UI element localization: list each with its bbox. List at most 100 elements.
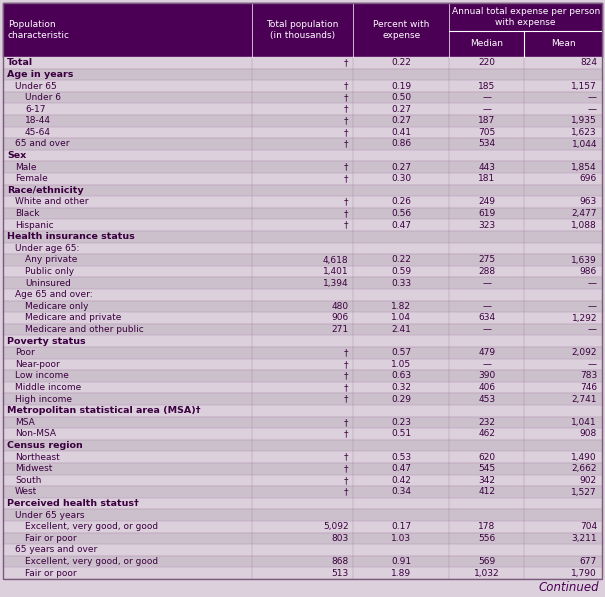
Text: 1.04: 1.04 [391,313,411,322]
Bar [3,161,602,173]
Text: 232: 232 [478,418,495,427]
Text: 1.03: 1.03 [391,534,411,543]
Text: Metropolitan statistical area (MSA)†: Metropolitan statistical area (MSA)† [7,407,200,416]
Text: Total population
(in thousands): Total population (in thousands) [266,20,339,40]
Text: —: — [588,279,597,288]
Text: Annual total expense per person
with expense: Annual total expense per person with exp… [451,7,600,27]
Text: 412: 412 [478,488,495,497]
Bar [3,533,602,544]
Text: 704: 704 [580,522,597,531]
Text: Poverty status: Poverty status [7,337,86,346]
Text: 0.22: 0.22 [391,256,411,264]
Bar [3,254,602,266]
Text: Age 65 and over:: Age 65 and over: [15,290,93,299]
Bar [3,3,602,57]
Text: Middle income: Middle income [15,383,81,392]
Text: —: — [588,360,597,369]
Text: 390: 390 [478,371,495,380]
Text: 620: 620 [478,453,495,461]
Text: 453: 453 [478,395,495,404]
Text: 0.27: 0.27 [391,116,411,125]
Bar [3,475,602,486]
Text: —: — [588,325,597,334]
Text: 0.91: 0.91 [391,557,411,566]
Bar [3,196,602,208]
Text: 1,032: 1,032 [474,569,500,578]
Text: 803: 803 [331,534,348,543]
Text: 634: 634 [478,313,495,322]
Bar [3,336,602,347]
Text: 0.26: 0.26 [391,198,411,207]
Text: —: — [482,325,491,334]
Text: Health insurance status: Health insurance status [7,232,135,241]
Bar [3,138,602,150]
Bar [3,220,602,231]
Text: 2,092: 2,092 [572,348,597,357]
Text: 545: 545 [478,464,495,473]
Bar [3,278,602,289]
Text: 0.57: 0.57 [391,348,411,357]
Bar [3,428,602,440]
Text: —: — [482,93,491,102]
Bar [3,498,602,509]
Bar [3,359,602,370]
Text: †: † [344,93,348,102]
Text: 569: 569 [478,557,495,566]
Text: 1,854: 1,854 [571,163,597,172]
Text: 271: 271 [332,325,348,334]
Text: 65 years and over: 65 years and over [15,546,97,555]
Text: 1.89: 1.89 [391,569,411,578]
Text: Poor: Poor [15,348,34,357]
Text: †: † [344,174,348,183]
Text: 696: 696 [580,174,597,183]
Text: †: † [344,429,348,439]
Text: 677: 677 [580,557,597,566]
Text: Population
characteristic: Population characteristic [8,20,70,40]
Text: Under 65 years: Under 65 years [15,510,85,520]
Text: 0.22: 0.22 [391,59,411,67]
Text: Medicare and private: Medicare and private [25,313,122,322]
Text: †: † [344,371,348,380]
Text: —: — [588,104,597,113]
Text: 479: 479 [478,348,495,357]
Bar [3,556,602,567]
Text: 0.59: 0.59 [391,267,411,276]
Text: †: † [344,348,348,357]
Text: Sex: Sex [7,151,26,160]
Bar [3,103,602,115]
Text: †: † [344,476,348,485]
Text: Race/ethnicity: Race/ethnicity [7,186,83,195]
Text: 906: 906 [331,313,348,322]
Text: 0.86: 0.86 [391,140,411,149]
Bar [3,417,602,428]
Text: Female: Female [15,174,48,183]
Text: 323: 323 [478,221,495,230]
Text: †: † [344,360,348,369]
Text: †: † [344,395,348,404]
Text: 185: 185 [478,82,495,91]
Text: †: † [344,198,348,207]
Text: 275: 275 [478,256,495,264]
Bar [3,486,602,498]
Text: Median: Median [470,39,503,48]
Text: 0.23: 0.23 [391,418,411,427]
Text: †: † [344,59,348,67]
Text: 0.32: 0.32 [391,383,411,392]
Text: 2,741: 2,741 [572,395,597,404]
Text: Total: Total [7,59,33,67]
Bar [3,127,602,138]
Text: 908: 908 [580,429,597,439]
Text: †: † [344,383,348,392]
Text: —: — [482,360,491,369]
Text: West: West [15,488,38,497]
Text: 1,394: 1,394 [323,279,348,288]
Text: —: — [588,302,597,311]
Text: 2,662: 2,662 [572,464,597,473]
Text: †: † [344,464,348,473]
Text: 1.05: 1.05 [391,360,411,369]
Text: Low income: Low income [15,371,69,380]
Bar [3,509,602,521]
Text: 288: 288 [478,267,495,276]
Text: 0.41: 0.41 [391,128,411,137]
Text: 0.56: 0.56 [391,209,411,218]
